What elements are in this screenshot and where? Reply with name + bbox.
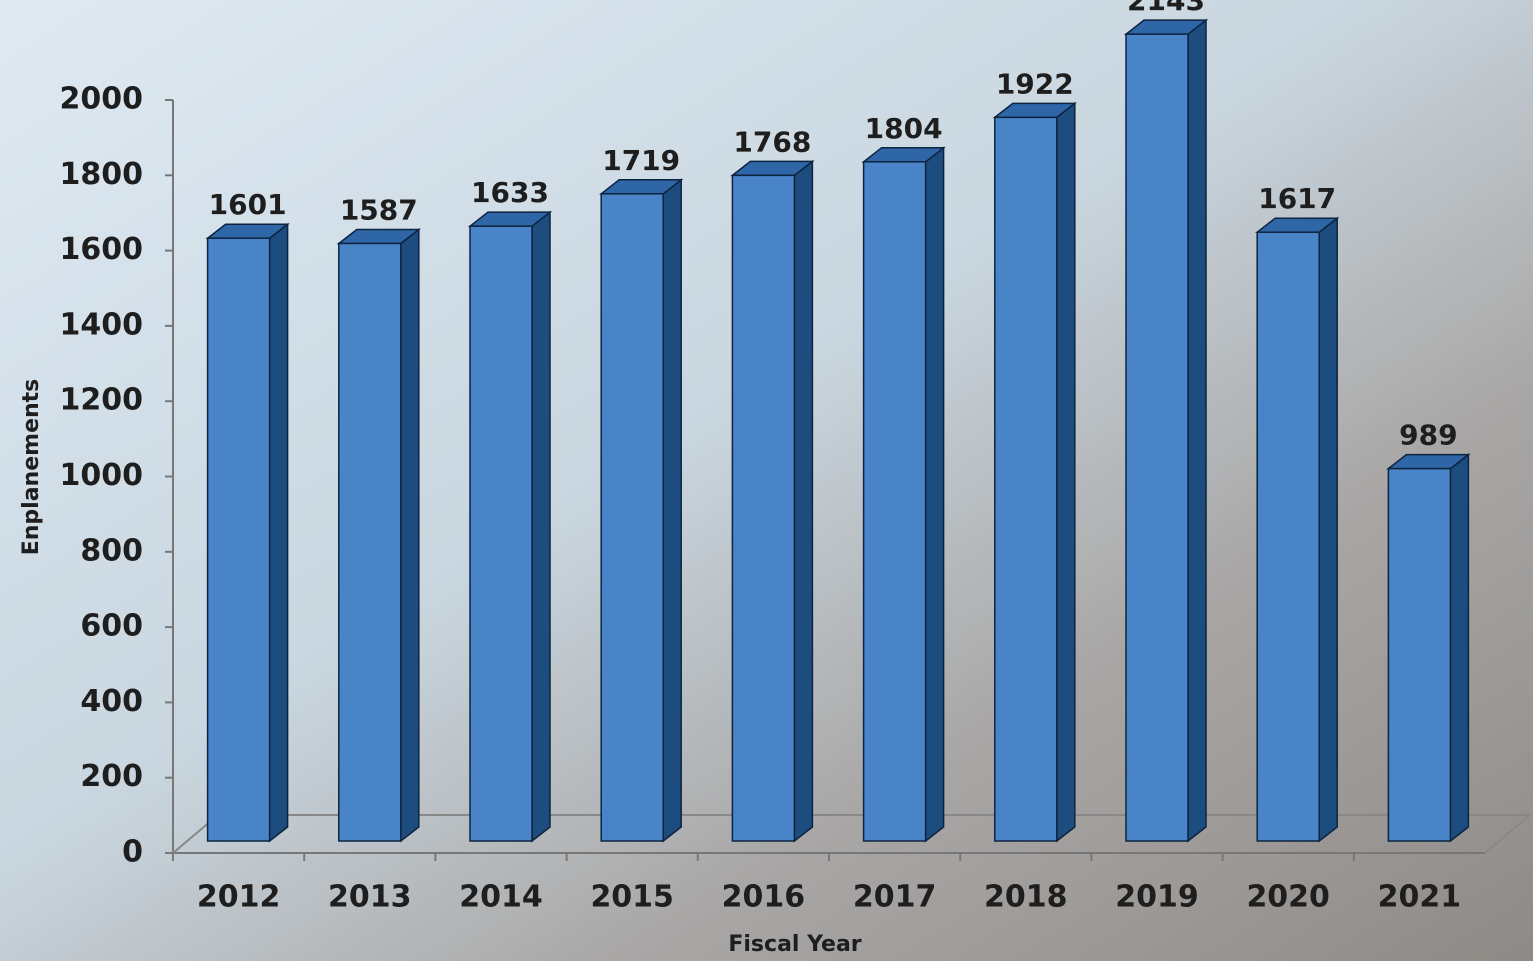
data-label: 1617: [1258, 182, 1336, 215]
y-tick-label: 200: [80, 759, 143, 794]
data-label: 1601: [209, 188, 287, 221]
data-label: 2143: [1127, 0, 1205, 17]
y-axis-title: Enplanements: [19, 379, 44, 556]
bar-side: [1318, 216, 1338, 843]
data-label: 1633: [471, 176, 549, 209]
x-tick-label: 2015: [590, 880, 674, 915]
bar-side: [1449, 453, 1470, 843]
bar: [206, 237, 271, 842]
data-label: 1804: [865, 112, 943, 145]
data-label: 1768: [733, 125, 811, 158]
bar-side: [793, 159, 814, 843]
y-tick-label: 800: [80, 533, 143, 568]
data-label: 1922: [996, 67, 1074, 100]
bar: [469, 225, 533, 842]
bar: [1256, 231, 1320, 842]
y-tick-label: 1200: [60, 383, 144, 418]
bar: [338, 242, 402, 842]
x-tick-label: 2020: [1246, 880, 1330, 915]
y-tick-label: 600: [80, 609, 143, 644]
y-tick-label: 1400: [60, 307, 144, 342]
x-tick-label: 2013: [328, 880, 412, 915]
data-label: 1719: [602, 144, 680, 177]
data-label: 1587: [340, 193, 418, 226]
x-tick-label: 2017: [853, 880, 937, 915]
bar: [1387, 467, 1452, 842]
bar: [1125, 33, 1189, 842]
bar: [600, 193, 664, 842]
y-tick-label: 0: [122, 835, 143, 870]
bar: [862, 161, 927, 842]
x-tick-label: 2016: [722, 880, 806, 915]
y-tick-label: 2000: [60, 82, 144, 117]
y-tick-label: 1000: [60, 458, 144, 493]
y-tick-label: 400: [80, 684, 143, 719]
y-tick-label: 1800: [60, 157, 144, 192]
bar-side: [1187, 18, 1207, 843]
bar-side: [268, 222, 289, 843]
bar-side: [400, 227, 420, 843]
x-tick-label: 2012: [197, 880, 281, 915]
bar-side: [662, 178, 682, 843]
x-tick-label: 2018: [984, 880, 1068, 915]
y-tick-label: 1600: [60, 232, 144, 267]
x-axis-title: Fiscal Year: [728, 932, 861, 957]
data-label: 989: [1399, 419, 1457, 452]
floor-right: [1484, 814, 1531, 854]
bar-side: [531, 210, 551, 843]
x-tick-label: 2014: [459, 880, 543, 915]
bar-side: [1056, 101, 1076, 843]
x-tick-label: 2019: [1115, 880, 1199, 915]
bar: [731, 174, 796, 842]
x-tick-label: 2021: [1378, 880, 1462, 915]
bar-side: [924, 146, 945, 843]
bar: [994, 116, 1058, 842]
